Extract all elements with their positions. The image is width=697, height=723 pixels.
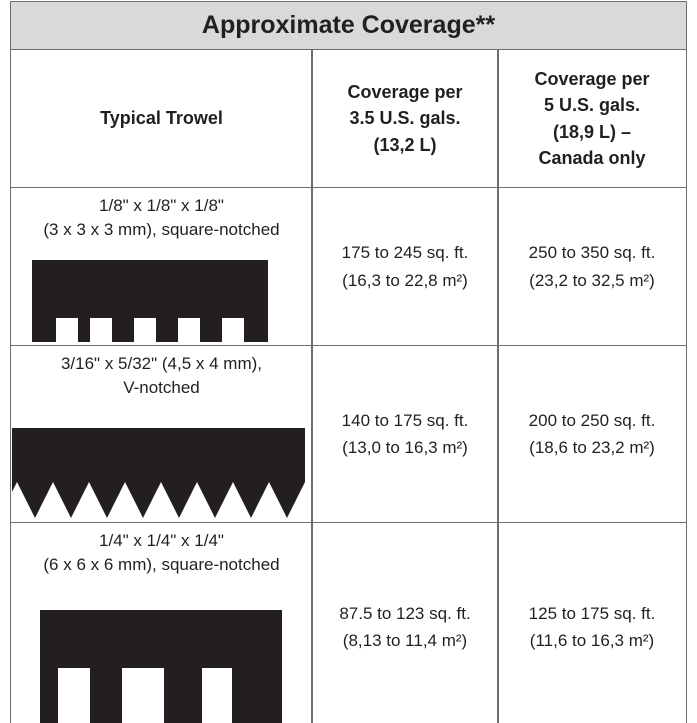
trowel-icons <box>0 0 697 723</box>
coverage-table: Approximate Coverage** Typical Trowel Co… <box>0 0 697 723</box>
square-notch-large <box>40 610 282 723</box>
v-notch <box>12 428 305 518</box>
square-notch-small <box>32 260 268 342</box>
